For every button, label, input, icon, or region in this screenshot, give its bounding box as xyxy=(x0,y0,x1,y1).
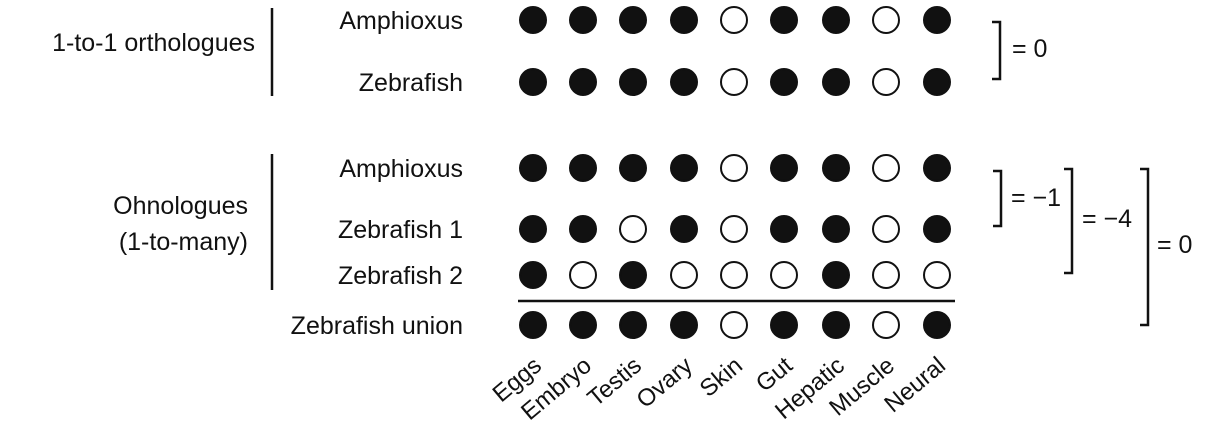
expressed-dot xyxy=(670,68,698,96)
not-expressed-dot xyxy=(720,154,748,182)
not-expressed-dot xyxy=(670,261,698,289)
row-label: Amphioxus xyxy=(339,155,463,183)
tissue-label: Ovary xyxy=(631,352,697,414)
group-label: (1-to-many) xyxy=(119,228,248,256)
expressed-dot xyxy=(770,215,798,243)
row-labels: Amphioxus Zebrafish Amphioxus Zebrafish 1 Ze… xyxy=(291,7,463,340)
group-label: 1-to-1 orthologues xyxy=(52,29,255,57)
expressed-dot xyxy=(670,6,698,34)
bracket-line xyxy=(992,20,1002,81)
expressed-dot xyxy=(770,68,798,96)
group-label: Ohnologues xyxy=(113,192,248,220)
bracket-score: = −4 xyxy=(1082,205,1132,233)
dot-grid xyxy=(519,6,951,339)
row-label: Zebrafish 1 xyxy=(338,216,463,244)
expressed-dot xyxy=(923,154,951,182)
dot-row xyxy=(519,154,951,182)
not-expressed-dot xyxy=(720,68,748,96)
expressed-dot xyxy=(569,311,597,339)
expressed-dot xyxy=(569,215,597,243)
row-label: Amphioxus xyxy=(339,7,463,35)
expressed-dot xyxy=(923,311,951,339)
expressed-dot xyxy=(519,68,547,96)
dot-row xyxy=(519,68,951,96)
row-label: Zebrafish xyxy=(359,69,463,97)
tissue-label: Skin xyxy=(695,352,748,403)
expressed-dot xyxy=(923,68,951,96)
not-expressed-dot xyxy=(720,261,748,289)
expressed-dot xyxy=(770,154,798,182)
expressed-dot xyxy=(519,311,547,339)
expressed-dot xyxy=(923,6,951,34)
row-label: Zebrafish 2 xyxy=(338,262,463,290)
group-labels: 1-to-1 orthologues Ohnologues (1-to-many) xyxy=(52,29,255,256)
expressed-dot xyxy=(822,215,850,243)
expressed-dot xyxy=(822,154,850,182)
expressed-dot xyxy=(923,215,951,243)
expressed-dot xyxy=(519,261,547,289)
expressed-dot xyxy=(770,6,798,34)
expressed-dot xyxy=(619,261,647,289)
not-expressed-dot xyxy=(770,261,798,289)
dot-row xyxy=(519,311,951,339)
expressed-dot xyxy=(822,261,850,289)
expressed-dot xyxy=(822,311,850,339)
expressed-dot xyxy=(519,6,547,34)
not-expressed-dot xyxy=(720,311,748,339)
not-expressed-dot xyxy=(720,215,748,243)
expressed-dot xyxy=(670,215,698,243)
expressed-dot xyxy=(519,215,547,243)
expressed-dot xyxy=(619,311,647,339)
not-expressed-dot xyxy=(872,311,900,339)
expressed-dot xyxy=(770,311,798,339)
not-expressed-dot xyxy=(872,215,900,243)
score-bracket: = 0 xyxy=(992,20,1047,81)
not-expressed-dot xyxy=(872,6,900,34)
expressed-dot xyxy=(569,154,597,182)
expressed-dot xyxy=(569,6,597,34)
bracket-line xyxy=(993,169,1003,228)
not-expressed-dot xyxy=(872,68,900,96)
bracket-score: = 0 xyxy=(1012,35,1047,63)
expressed-dot xyxy=(619,6,647,34)
expressed-dot xyxy=(670,154,698,182)
not-expressed-dot xyxy=(619,215,647,243)
tissue-label: Testis xyxy=(582,352,646,412)
bracket-score: = 0 xyxy=(1157,231,1192,259)
bracket-score: = −1 xyxy=(1011,184,1061,212)
not-expressed-dot xyxy=(923,261,951,289)
expressed-dot xyxy=(670,311,698,339)
row-label: Zebrafish union xyxy=(291,312,463,340)
score-bracket: = −4 xyxy=(1064,167,1132,275)
not-expressed-dot xyxy=(720,6,748,34)
not-expressed-dot xyxy=(872,261,900,289)
expressed-dot xyxy=(569,68,597,96)
not-expressed-dot xyxy=(569,261,597,289)
brackets: = 0 = −1 = −4 = 0 xyxy=(992,20,1192,327)
expressed-dot xyxy=(519,154,547,182)
bracket-line xyxy=(1140,167,1150,327)
bracket-line xyxy=(1064,167,1074,275)
dot-row xyxy=(519,215,951,243)
score-bracket: = 0 xyxy=(1140,167,1192,327)
expressed-dot xyxy=(619,68,647,96)
dot-row xyxy=(519,6,951,34)
not-expressed-dot xyxy=(872,154,900,182)
expressed-dot xyxy=(822,6,850,34)
score-bracket: = −1 xyxy=(993,169,1061,228)
dot-row xyxy=(519,261,951,289)
expressed-dot xyxy=(619,154,647,182)
expressed-dot xyxy=(822,68,850,96)
